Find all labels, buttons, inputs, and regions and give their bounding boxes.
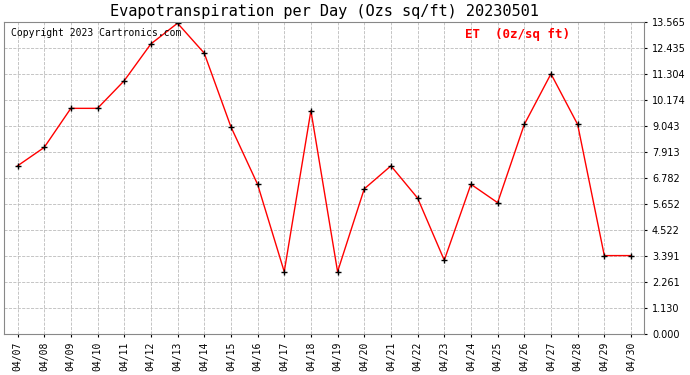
Text: ET  (0z/sq ft): ET (0z/sq ft) [465, 28, 570, 41]
Text: Copyright 2023 Cartronics.com: Copyright 2023 Cartronics.com [10, 28, 181, 38]
Title: Evapotranspiration per Day (Ozs sq/ft) 20230501: Evapotranspiration per Day (Ozs sq/ft) 2… [110, 4, 539, 19]
